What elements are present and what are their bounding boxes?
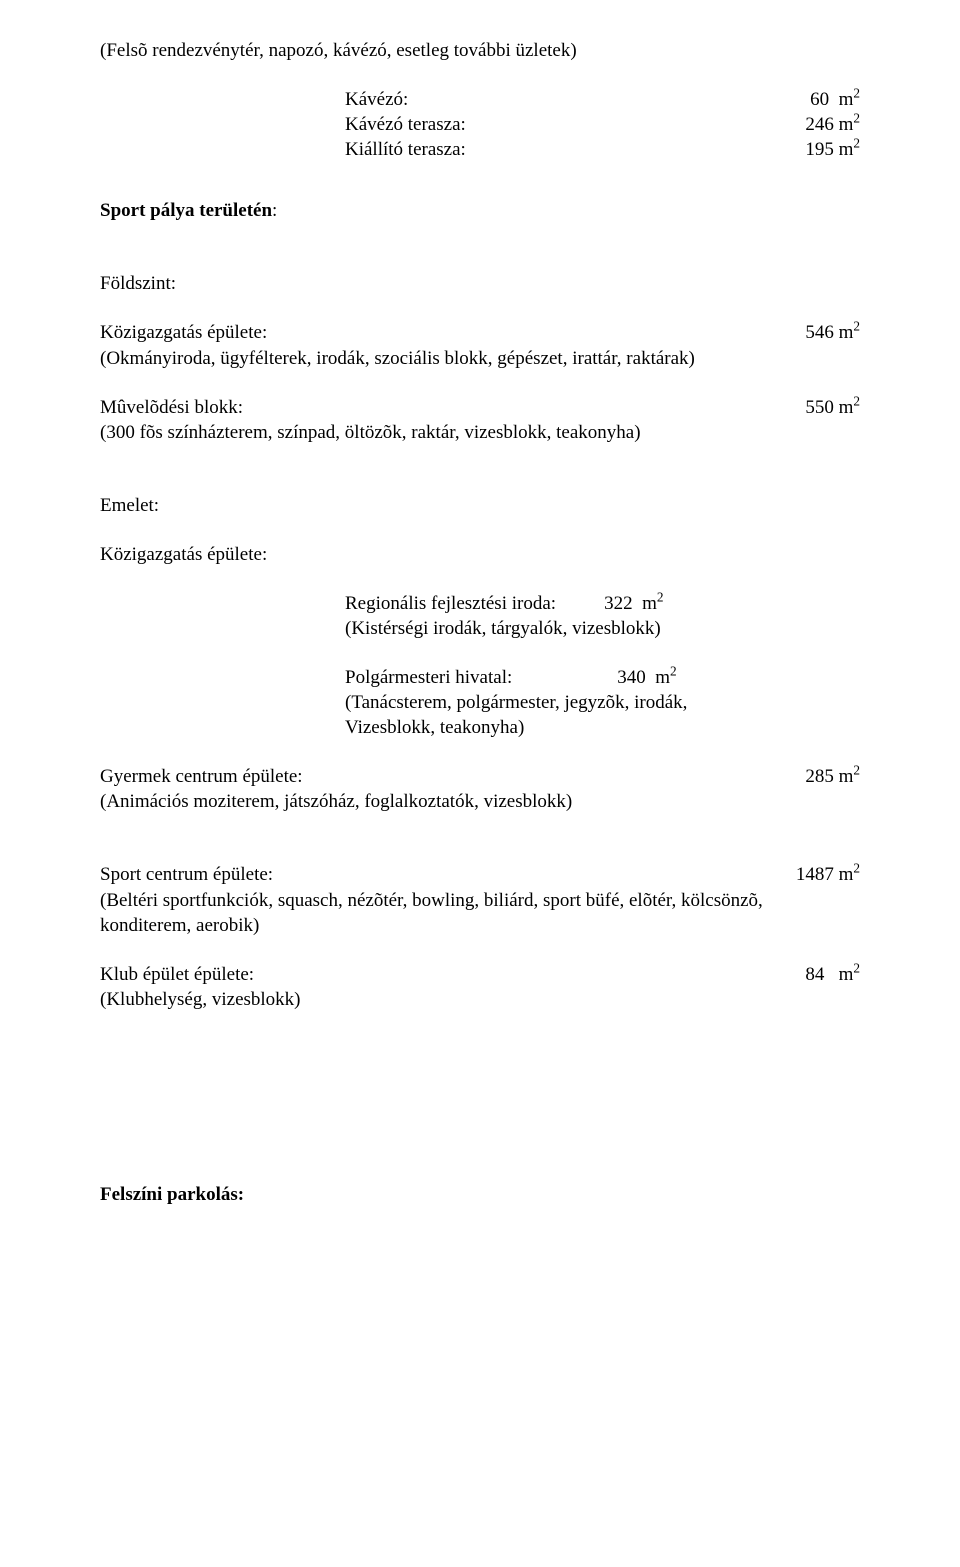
value: 60 m2 [810, 87, 860, 112]
spec-row: Polgármesteri hivatal: 340 m2 [100, 665, 860, 690]
value: 246 m2 [805, 112, 860, 137]
spec-row: Gyermek centrum épülete: 285 m2 [100, 764, 860, 789]
paren-line: konditerem, aerobik) [100, 913, 860, 938]
heading-text: Sport pálya területén [100, 198, 272, 223]
paren-line: (Klubhelység, vizesblokk) [100, 987, 860, 1012]
label: Mûvelõdési blokk: [100, 395, 243, 420]
text: (300 fõs színházterem, színpad, öltözõk,… [100, 420, 641, 445]
value: 84 m2 [805, 962, 860, 987]
paren-line: (Tanácsterem, polgármester, jegyzõk, iro… [100, 690, 860, 715]
text: konditerem, aerobik) [100, 913, 259, 938]
label: Regionális fejlesztési iroda: [345, 591, 556, 616]
label: Polgármesteri hivatal: [345, 665, 512, 690]
spec-row: Közigazgatás épülete: 546 m2 [100, 320, 860, 345]
value: 550 m2 [805, 395, 860, 420]
value: 1487 m2 [796, 862, 860, 887]
section-heading: Sport pálya területén: [100, 198, 860, 223]
spec-row: Kiállító terasza: 195 m2 [100, 137, 860, 162]
spec-row: Kávézó terasza: 246 m2 [100, 112, 860, 137]
heading-text: Felszíni parkolás: [100, 1182, 244, 1207]
sub-heading: Emelet: [100, 493, 860, 518]
text: Emelet: [100, 493, 159, 518]
label: Kávézó: [345, 87, 408, 112]
text: (Okmányiroda, ügyfélterek, irodák, szoci… [100, 346, 695, 371]
value: 195 m2 [805, 137, 860, 162]
sub-heading: Földszint: [100, 271, 860, 296]
value: 546 m2 [805, 320, 860, 345]
text-line: (Felsõ rendezvénytér, napozó, kávézó, es… [100, 38, 860, 63]
paren-line: (Okmányiroda, ügyfélterek, irodák, szoci… [100, 346, 860, 371]
text: (Tanácsterem, polgármester, jegyzõk, iro… [345, 690, 687, 715]
spec-row: Mûvelõdési blokk: 550 m2 [100, 395, 860, 420]
value: 340 m2 [512, 665, 676, 690]
paren-line: Vizesblokk, teakonyha) [100, 715, 860, 740]
text: (Beltéri sportfunkciók, squasch, nézõtér… [100, 888, 763, 913]
paren-line: (Animációs moziterem, játszóház, foglalk… [100, 789, 860, 814]
text: Vizesblokk, teakonyha) [345, 715, 524, 740]
spec-row: Klub épület épülete: 84 m2 [100, 962, 860, 987]
section-heading: Felszíni parkolás: [100, 1182, 860, 1207]
label: Kávézó terasza: [345, 112, 466, 137]
paren-line: (Beltéri sportfunkciók, squasch, nézõtér… [100, 888, 860, 913]
colon: : [272, 198, 277, 223]
spec-row: Sport centrum épülete: 1487 m2 [100, 862, 860, 887]
spec-row: Kávézó: 60 m2 [100, 87, 860, 112]
label: Klub épület épülete: [100, 962, 254, 987]
label: Sport centrum épülete: [100, 862, 273, 887]
document-page: (Felsõ rendezvénytér, napozó, kávézó, es… [0, 0, 960, 1567]
text: (Felsõ rendezvénytér, napozó, kávézó, es… [100, 38, 577, 63]
text: Földszint: [100, 271, 176, 296]
text-line: Közigazgatás épülete: [100, 542, 860, 567]
value: 322 m2 [556, 591, 663, 616]
text: (Klubhelység, vizesblokk) [100, 987, 301, 1012]
label: Közigazgatás épülete: [100, 320, 267, 345]
label: Gyermek centrum épülete: [100, 764, 303, 789]
spec-row: Regionális fejlesztési iroda: 322 m2 [100, 591, 860, 616]
paren-line: (300 fõs színházterem, színpad, öltözõk,… [100, 420, 860, 445]
paren-line: (Kistérségi irodák, tárgyalók, vizesblok… [100, 616, 860, 641]
value: 285 m2 [805, 764, 860, 789]
text: (Animációs moziterem, játszóház, foglalk… [100, 789, 572, 814]
text: (Kistérségi irodák, tárgyalók, vizesblok… [345, 616, 661, 641]
label: Kiállító terasza: [345, 137, 466, 162]
text: Közigazgatás épülete: [100, 542, 267, 567]
